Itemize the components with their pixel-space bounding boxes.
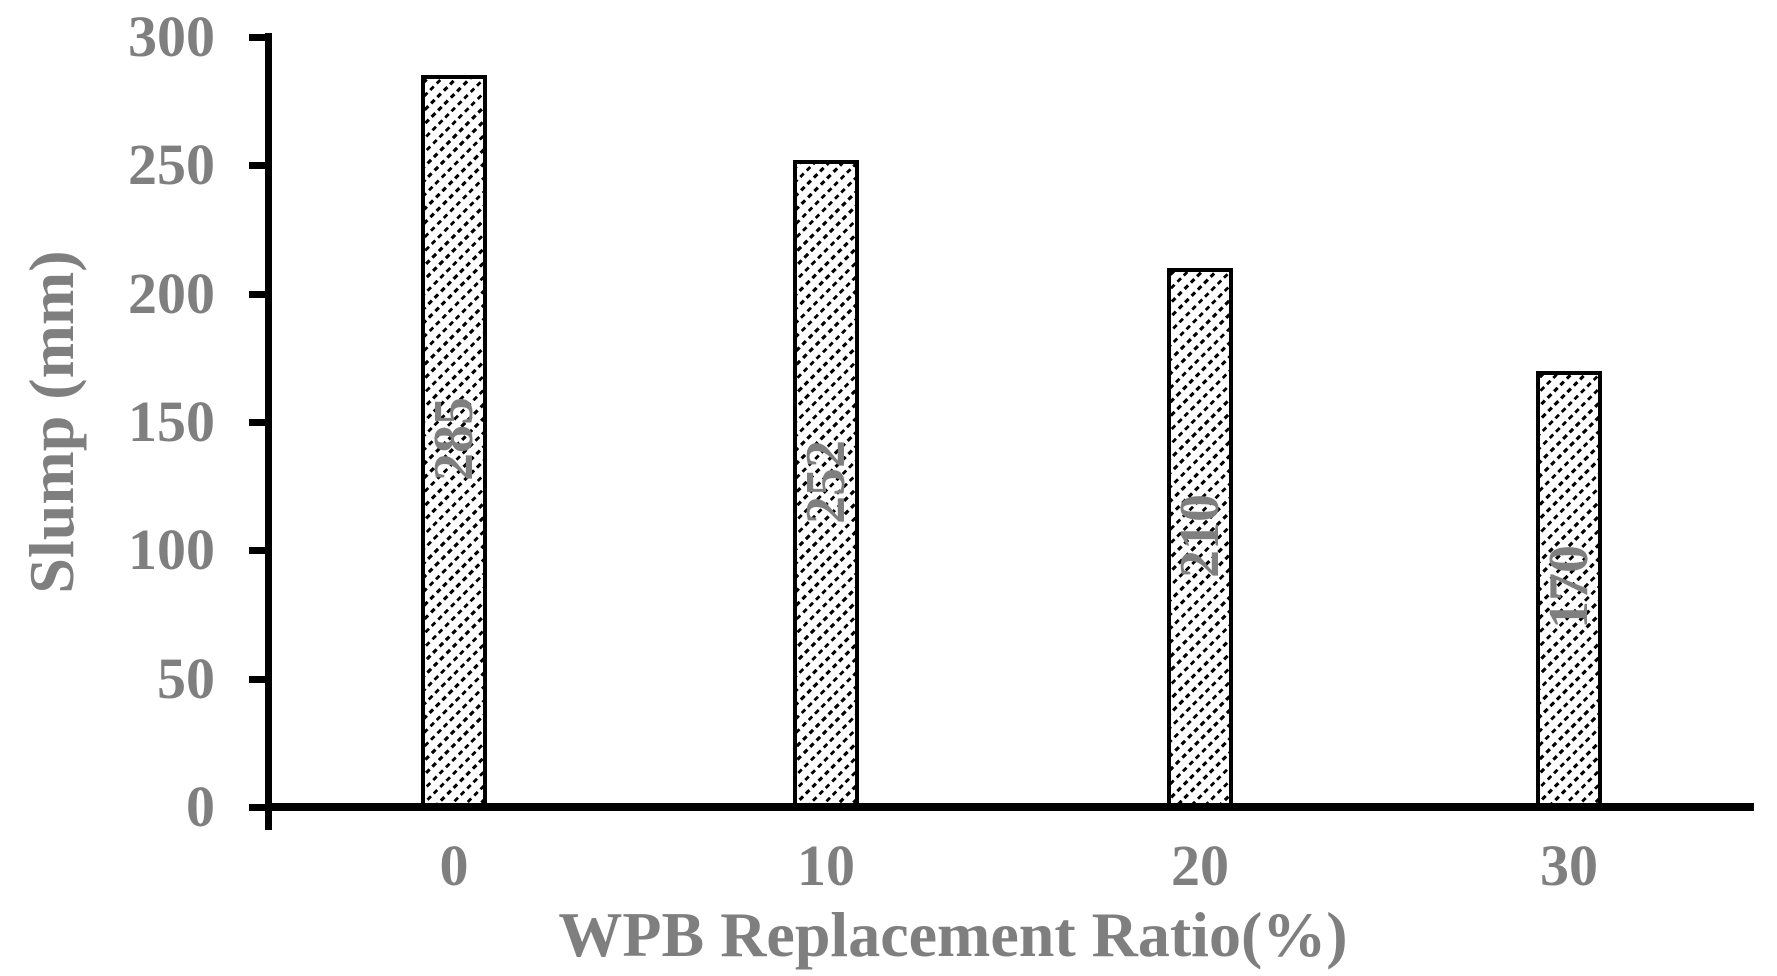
y-axis-line — [265, 33, 272, 830]
x-tick-label: 0 — [439, 833, 469, 898]
bar-data-label: 285 — [423, 397, 485, 481]
y-tick-label: 200 — [128, 261, 215, 326]
x-axis-title: WPB Replacement Ratio(%) — [558, 899, 1348, 970]
y-tick-mark — [249, 547, 266, 554]
y-tick-label: 250 — [128, 132, 215, 197]
y-tick-mark — [249, 804, 266, 811]
x-axis-line — [265, 803, 1754, 811]
x-tick-label: 20 — [1171, 833, 1229, 898]
y-tick-mark — [249, 34, 266, 41]
bar-slump-0pct — [421, 75, 487, 803]
bar-data-label: 170 — [1538, 545, 1600, 629]
bar-slump-10pct — [793, 160, 859, 803]
x-tick-label: 30 — [1540, 833, 1598, 898]
y-tick-mark — [249, 676, 266, 683]
bar-slump-20pct — [1167, 268, 1233, 803]
y-tick-label: 150 — [128, 389, 215, 454]
y-tick-mark — [249, 419, 266, 426]
bar-slump-30pct — [1536, 371, 1602, 803]
bar-data-label: 210 — [1169, 494, 1231, 578]
y-tick-label: 50 — [157, 646, 215, 711]
y-tick-label: 100 — [128, 517, 215, 582]
y-tick-mark — [249, 291, 266, 298]
bar-data-label: 252 — [795, 440, 857, 524]
y-tick-mark — [249, 162, 266, 169]
x-tick-label: 10 — [797, 833, 855, 898]
y-tick-label: 0 — [186, 774, 215, 839]
y-tick-label: 300 — [128, 4, 215, 69]
